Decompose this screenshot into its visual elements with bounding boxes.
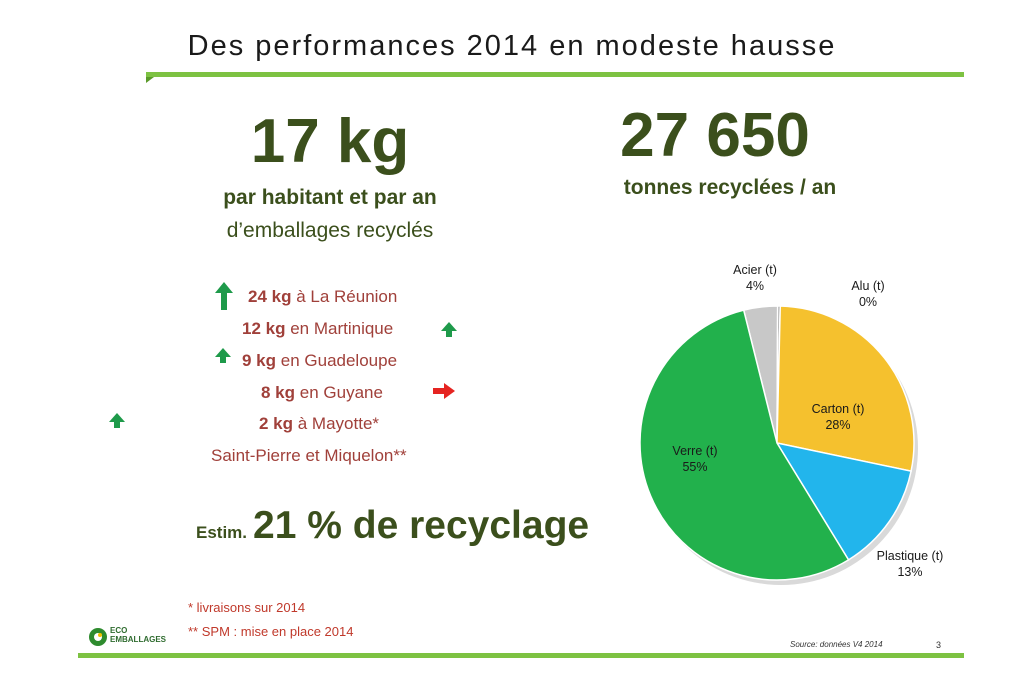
logo-text-line1: ECO (110, 626, 128, 635)
pie-label-alu: Alu (t) (851, 279, 884, 293)
footnote-2: ** SPM : mise en place 2014 (188, 624, 354, 639)
region-martinique: 12 kg en Martinique (242, 319, 393, 339)
pie-label-acier: Acier (t) (733, 263, 777, 277)
recycling-value: 21 % de recyclage (253, 504, 590, 547)
pie-label-plastique: Plastique (t) (877, 549, 944, 563)
footer-rule (78, 653, 964, 658)
title-underline (146, 72, 964, 77)
pie-value-verre: 55% (682, 460, 707, 474)
pie-value-carton: 28% (825, 418, 850, 432)
page-number: 3 (936, 640, 942, 650)
stat-tonnes-line1: tonnes recyclées / an (623, 176, 837, 199)
source-note: Source: données V4 2014 (790, 640, 883, 649)
arrow-right-icon (433, 383, 455, 399)
pie-label-carton: Carton (t) (812, 402, 865, 416)
region-text: en Guadeloupe (276, 351, 398, 370)
logo-text-line2: EMBALLAGES (110, 635, 166, 644)
region-amount: 24 kg (248, 287, 292, 306)
pie-slice-carton (776, 305, 915, 473)
region-amount: 8 kg (261, 383, 296, 402)
region-text: en Guyane (295, 383, 383, 402)
pie-value-plastique: 13% (897, 565, 922, 579)
region-amount: 9 kg (242, 351, 277, 370)
stat-kg-line1: par habitant et par an (223, 186, 437, 209)
slide-title: Des performances 2014 en modeste hausse (187, 30, 837, 62)
pie-value-alu: 0% (859, 295, 877, 309)
title-underline-tick (146, 77, 154, 83)
stat-kg-value: 17 kg (250, 107, 410, 176)
pie-label-verre: Verre (t) (672, 444, 717, 458)
recycling-prefix: Estim. (196, 523, 248, 542)
region-guadeloupe: 9 kg en Guadeloupe (242, 351, 397, 371)
region-amount: 2 kg (259, 414, 294, 433)
region-spm: Saint-Pierre et Miquelon** (211, 446, 407, 466)
recycling-pie-chart: Acier (t) 4% Alu (t) 0% Carton (t) 28% Plastiq… (639, 263, 944, 585)
region-mayotte: 2 kg à Mayotte* (259, 414, 379, 434)
region-reunion: 24 kg à La Réunion (248, 287, 397, 307)
pie-slice-plastique (775, 441, 912, 561)
pie-value-acier: 4% (746, 279, 764, 293)
region-amount: 12 kg (242, 319, 286, 338)
region-guyane: 8 kg en Guyane (261, 383, 383, 403)
region-text: à Mayotte* (293, 414, 380, 433)
recycling-rate: Estim. 21 % de recyclage (196, 504, 589, 548)
eco-emballages-logo (89, 628, 107, 646)
region-text: à La Réunion (291, 287, 398, 306)
stat-tonnes-value: 27 650 (620, 101, 810, 170)
region-text: Saint-Pierre et Miquelon** (211, 446, 407, 465)
region-text: en Martinique (285, 319, 394, 338)
pie-slice-verre (639, 309, 850, 581)
stat-kg-line2: d’emballages recyclés (226, 219, 434, 242)
footnote-1: * livraisons sur 2014 (188, 600, 306, 615)
logo-text: ECO EMBALLAGES (110, 626, 166, 644)
